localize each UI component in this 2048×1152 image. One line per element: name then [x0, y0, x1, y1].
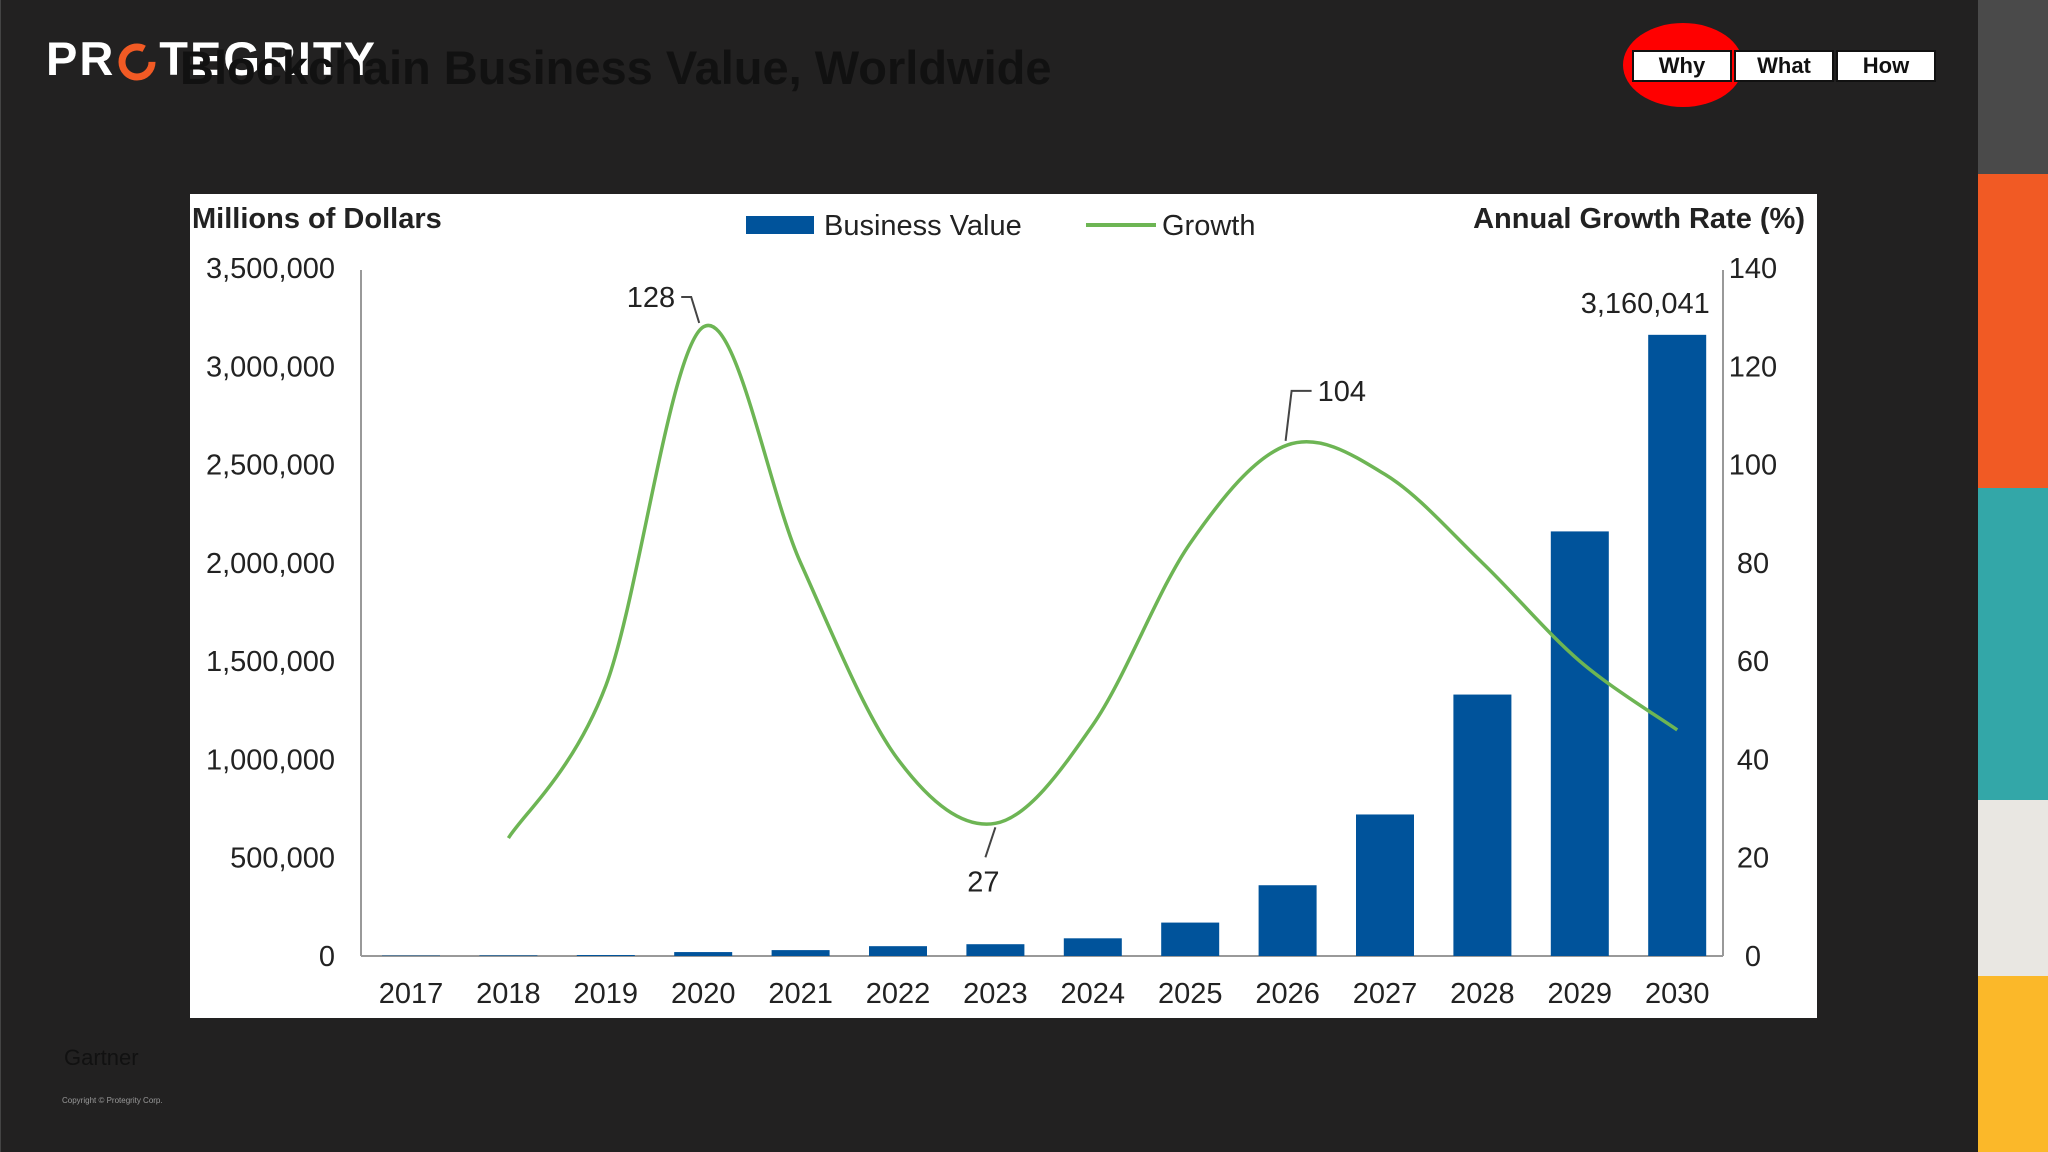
copyright-text: Copyright © Protegrity Corp. — [62, 1096, 163, 1105]
x-tick-label: 2029 — [1548, 978, 1613, 1010]
x-tick-label: 2028 — [1450, 978, 1515, 1010]
x-tick-label: 2027 — [1353, 978, 1418, 1010]
right-tick-label: 80 — [1737, 548, 1769, 580]
bar-2030 — [1648, 334, 1707, 956]
callout-leader — [1284, 389, 1312, 442]
right-tick-label: 60 — [1737, 646, 1769, 678]
growth-callout: 128 — [627, 282, 675, 314]
left-axis-title: Millions of Dollars — [192, 203, 442, 235]
chart-panel: Millions of Dollars Annual Growth Rate (… — [190, 194, 1817, 1018]
bar-2020 — [674, 952, 733, 956]
bar-2025 — [1161, 922, 1220, 956]
stripe-orange — [1978, 174, 2048, 488]
x-tick-label: 2018 — [476, 978, 541, 1010]
x-tick-label: 2017 — [379, 978, 444, 1010]
left-tick-label: 1,500,000 — [206, 646, 335, 678]
x-tick-label: 2022 — [866, 978, 931, 1010]
bar-2023 — [966, 944, 1025, 956]
bar-2021 — [771, 950, 830, 956]
left-tick-label: 3,500,000 — [206, 253, 335, 285]
legend-growth: Growth — [1162, 210, 1255, 242]
stripe-cream — [1978, 800, 2048, 976]
x-tick-label: 2026 — [1255, 978, 1320, 1010]
protegrity-logo: PR TEGRITY — [46, 30, 377, 86]
x-tick-label: 2024 — [1061, 978, 1126, 1010]
bar-2022 — [869, 946, 927, 956]
x-tick-label: 2020 — [671, 978, 736, 1010]
nav-what-button[interactable]: What — [1734, 50, 1834, 82]
left-tick-label: 1,000,000 — [206, 744, 335, 776]
x-tick-label: 2021 — [768, 978, 833, 1010]
callout-leader — [681, 295, 701, 324]
bar-2018 — [479, 955, 538, 956]
right-axis-title: Annual Growth Rate (%) — [1473, 203, 1805, 235]
right-tick-label: 0 — [1745, 941, 1761, 973]
left-tick-label: 3,000,000 — [206, 351, 335, 383]
source-label: Gartner — [64, 1045, 139, 1070]
x-tick-label: 2023 — [963, 978, 1028, 1010]
left-tick-label: 2,000,000 — [206, 548, 335, 580]
stripe-gray — [1978, 0, 2048, 174]
legend-bar-swatch — [746, 216, 814, 234]
right-tick-label: 40 — [1737, 744, 1769, 776]
blockchain-value-chart: Millions of Dollars Annual Growth Rate (… — [192, 203, 1805, 1010]
logo-text-end: TEGRITY — [159, 31, 377, 85]
left-tick-label: 0 — [319, 941, 335, 973]
bar-2024 — [1063, 938, 1122, 956]
x-tick-label: 2025 — [1158, 978, 1223, 1010]
slide-nav: Why What How — [1632, 50, 1938, 82]
left-tick-label: 500,000 — [230, 843, 335, 875]
bar-2028 — [1453, 694, 1512, 956]
bar-2029 — [1550, 531, 1609, 956]
growth-callout: 27 — [967, 866, 999, 898]
right-tick-label: 100 — [1729, 450, 1777, 482]
bar-2026 — [1258, 885, 1317, 956]
callout-leader — [984, 826, 997, 858]
bar-2027 — [1356, 814, 1414, 956]
bar-value-label: 3,160,041 — [1581, 288, 1710, 320]
slide-title: Blockchain Business Value, Worldwide — [180, 41, 1052, 94]
stripe-yellow — [1978, 976, 2048, 1152]
growth-line — [506, 323, 1679, 840]
growth-callout: 104 — [1318, 376, 1366, 408]
right-tick-label: 20 — [1737, 843, 1769, 875]
logo-o-icon — [117, 38, 157, 81]
nav-how-button[interactable]: How — [1836, 50, 1936, 82]
bar-2019 — [576, 955, 635, 956]
stripe-teal — [1978, 488, 2048, 800]
x-tick-label: 2019 — [574, 978, 639, 1010]
right-tick-label: 120 — [1729, 351, 1777, 383]
x-tick-label: 2030 — [1645, 978, 1710, 1010]
legend-business-value: Business Value — [824, 210, 1022, 242]
logo-text-start: PR — [46, 31, 116, 85]
nav-why-button[interactable]: Why — [1632, 50, 1732, 82]
right-tick-label: 140 — [1729, 253, 1777, 285]
left-tick-label: 2,500,000 — [206, 450, 335, 482]
